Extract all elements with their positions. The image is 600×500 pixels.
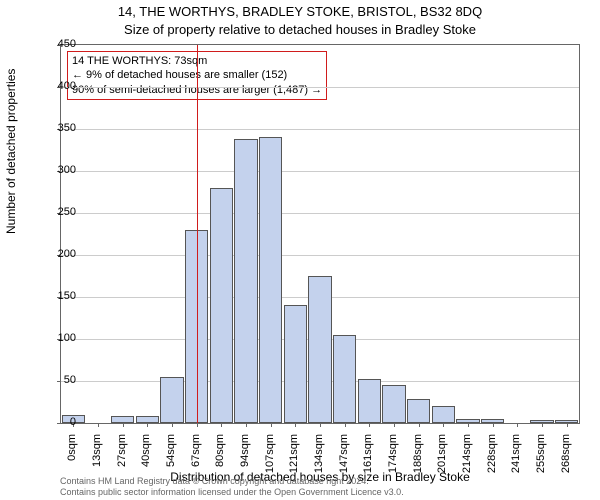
xtick-label: 121sqm (288, 434, 300, 484)
histogram-bar (210, 188, 233, 423)
y-axis-label: Number of detached properties (4, 69, 18, 234)
xtick-label: 161sqm (362, 434, 374, 484)
histogram-bar (358, 379, 381, 423)
chart-title-line1: 14, THE WORTHYS, BRADLEY STOKE, BRISTOL,… (0, 4, 600, 19)
xtick-mark (147, 423, 148, 427)
xtick-label: 214sqm (461, 434, 473, 484)
xtick-mark (345, 423, 346, 427)
xtick-label: 54sqm (165, 434, 177, 484)
xtick-mark (517, 423, 518, 427)
xtick-mark (123, 423, 124, 427)
xtick-mark (567, 423, 568, 427)
gridline (61, 171, 579, 172)
ytick-label: 100 (40, 332, 76, 344)
xtick-mark (369, 423, 370, 427)
gridline (61, 213, 579, 214)
ytick-label: 150 (40, 290, 76, 302)
histogram-bar (111, 416, 134, 423)
xtick-label: 268sqm (560, 434, 572, 484)
histogram-bar (333, 335, 356, 423)
ytick-label: 350 (40, 122, 76, 134)
histogram-bar (308, 276, 331, 423)
xtick-mark (246, 423, 247, 427)
xtick-mark (172, 423, 173, 427)
histogram-bar (234, 139, 257, 423)
histogram-bar (259, 137, 282, 423)
attribution-text: Contains HM Land Registry data © Crown c… (60, 476, 404, 498)
xtick-label: 188sqm (412, 434, 424, 484)
xtick-label: 94sqm (239, 434, 251, 484)
xtick-mark (197, 423, 198, 427)
xtick-label: 40sqm (140, 434, 152, 484)
xtick-mark (493, 423, 494, 427)
ytick-label: 50 (40, 374, 76, 386)
ytick-label: 400 (40, 80, 76, 92)
xtick-label: 0sqm (66, 434, 78, 484)
gridline (61, 87, 579, 88)
ytick-label: 250 (40, 206, 76, 218)
xtick-label: 67sqm (190, 434, 202, 484)
xtick-mark (394, 423, 395, 427)
xtick-label: 27sqm (116, 434, 128, 484)
plot-area: 14 THE WORTHYS: 73sqm ← 9% of detached h… (60, 44, 580, 424)
ytick-label: 0 (40, 416, 76, 428)
xtick-label: 174sqm (387, 434, 399, 484)
xtick-mark (320, 423, 321, 427)
histogram-bar (284, 305, 307, 423)
attribution-line2: Contains public sector information licen… (60, 487, 404, 498)
attribution-line1: Contains HM Land Registry data © Crown c… (60, 476, 404, 487)
xtick-label: 107sqm (264, 434, 276, 484)
reference-line (197, 45, 198, 423)
gridline (61, 255, 579, 256)
ytick-label: 200 (40, 248, 76, 260)
xtick-mark (542, 423, 543, 427)
histogram-bar (382, 385, 405, 423)
xtick-label: 228sqm (486, 434, 498, 484)
xtick-label: 147sqm (338, 434, 350, 484)
histogram-bar (407, 399, 430, 423)
histogram-bar (432, 406, 455, 423)
xtick-label: 255sqm (535, 434, 547, 484)
xtick-mark (443, 423, 444, 427)
histogram-bar (160, 377, 183, 423)
ytick-label: 450 (40, 38, 76, 50)
xtick-mark (295, 423, 296, 427)
xtick-mark (468, 423, 469, 427)
xtick-mark (221, 423, 222, 427)
xtick-label: 13sqm (91, 434, 103, 484)
xtick-mark (98, 423, 99, 427)
xtick-label: 201sqm (436, 434, 448, 484)
ytick-label: 300 (40, 164, 76, 176)
xtick-mark (271, 423, 272, 427)
chart-title-line2: Size of property relative to detached ho… (0, 22, 600, 37)
xtick-mark (419, 423, 420, 427)
chart-container: 14, THE WORTHYS, BRADLEY STOKE, BRISTOL,… (0, 0, 600, 500)
xtick-label: 134sqm (313, 434, 325, 484)
xtick-label: 80sqm (214, 434, 226, 484)
gridline (61, 129, 579, 130)
xtick-label: 241sqm (510, 434, 522, 484)
histogram-bar (136, 416, 159, 423)
